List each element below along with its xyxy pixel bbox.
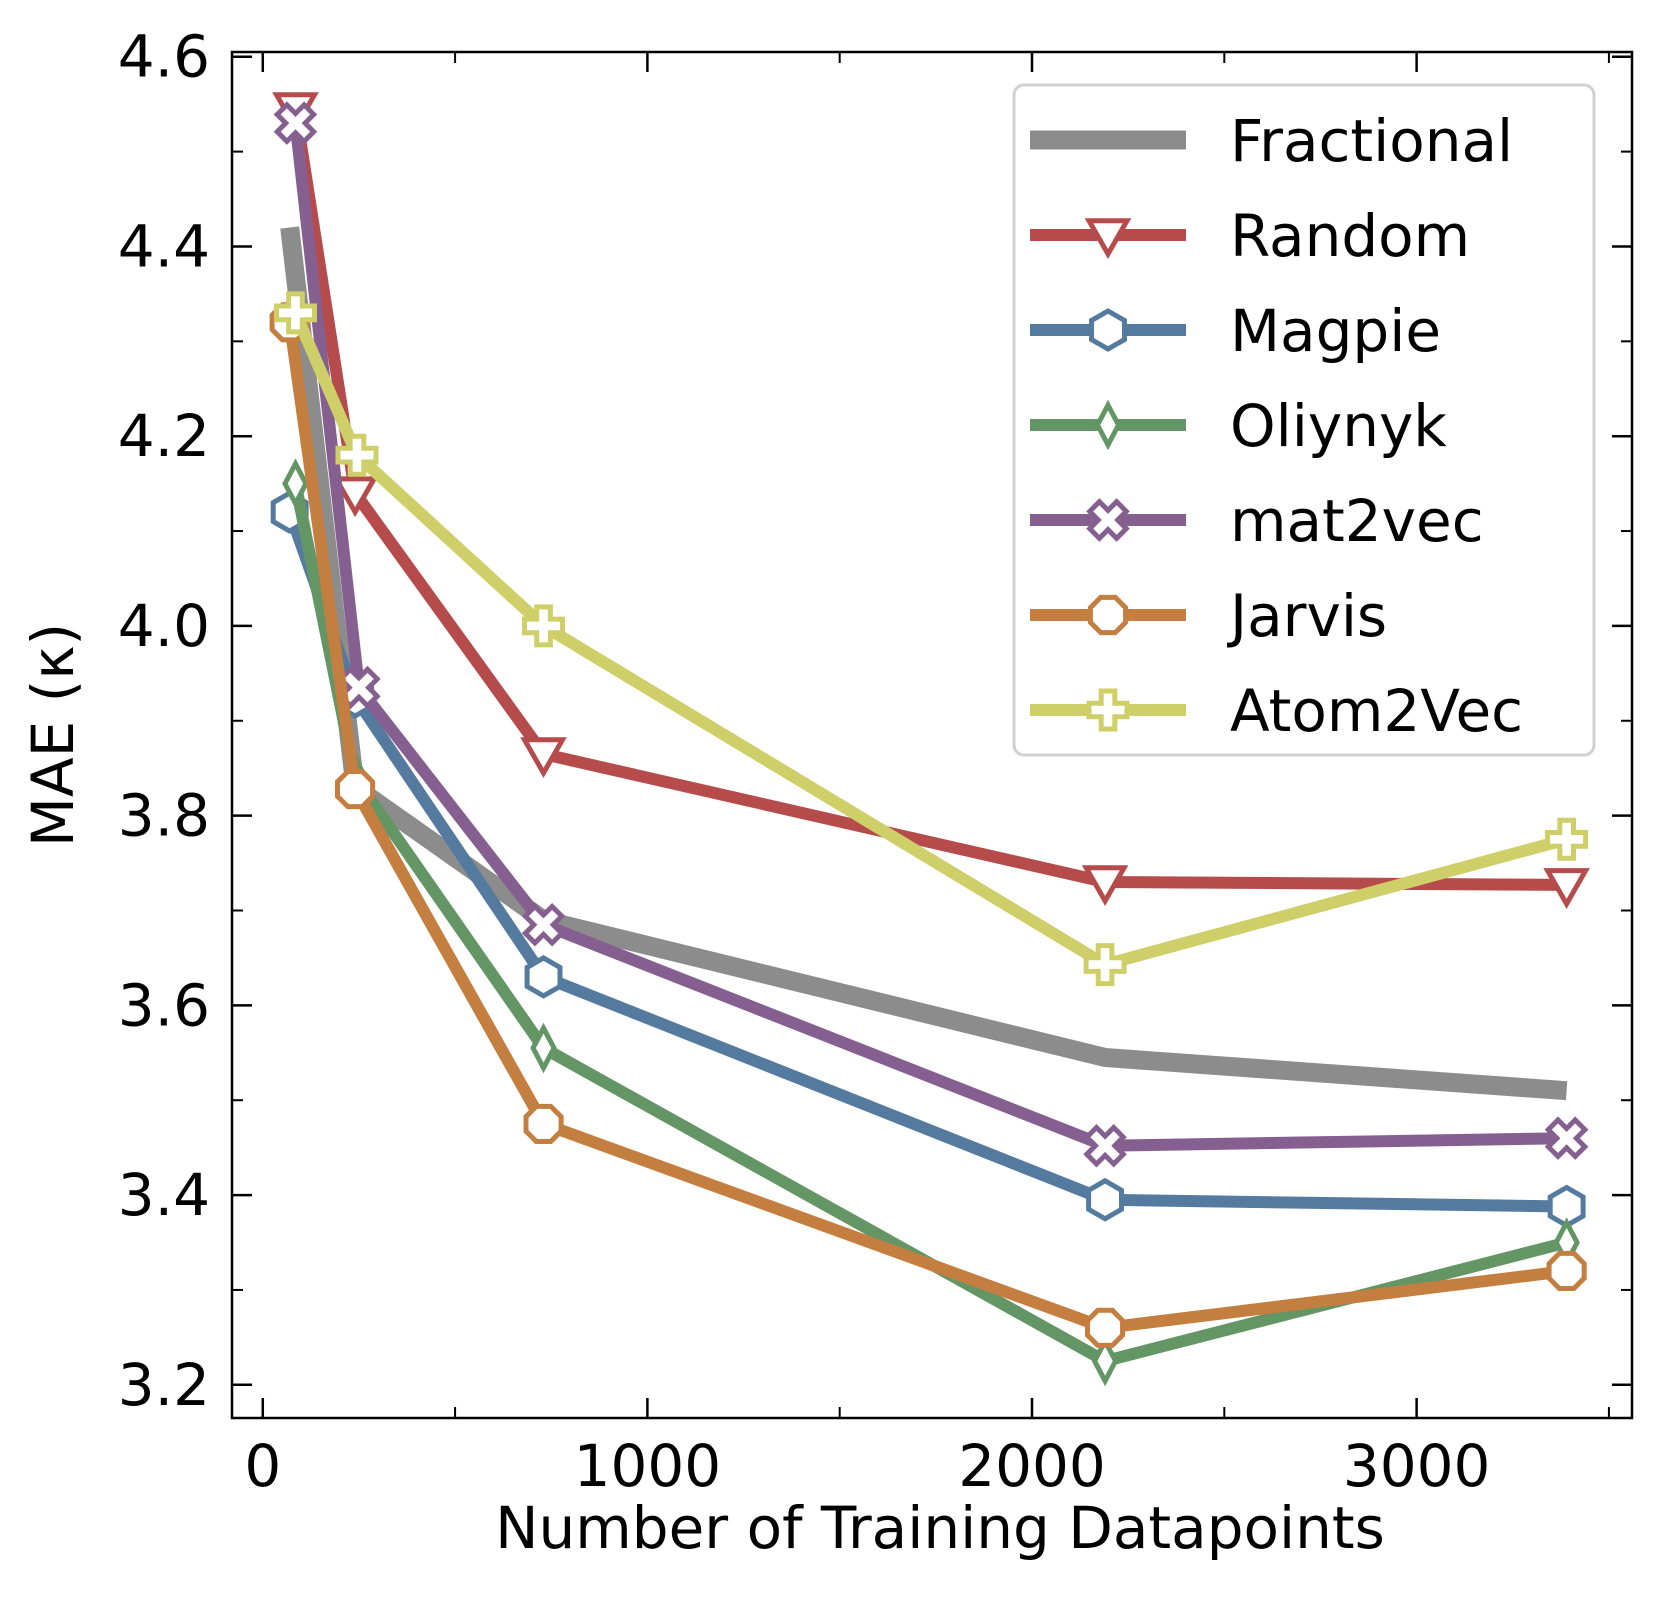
- legend-label-oliynyk: Oliynyk: [1230, 392, 1447, 460]
- legend-label-random: Random: [1230, 202, 1470, 270]
- legend-marker-atom2vec: [1086, 688, 1130, 732]
- series-jarvis: [269, 302, 1587, 1348]
- x-tick-label: 0: [244, 1432, 281, 1500]
- legend-entry-fractional: Fractional: [1030, 107, 1513, 175]
- data-point-atom2vec: [1545, 817, 1589, 861]
- data-point-mat2vec: [273, 101, 318, 145]
- series-mat2vec: [273, 101, 1589, 1168]
- legend-label-jarvis: Jarvis: [1227, 582, 1387, 650]
- axes: 0 1000 2000 3000 3.2 3.4 3.6 3.8 4.0 4.2 4.4 4.6: [118, 23, 1634, 1500]
- data-point-atom2vec: [335, 433, 379, 477]
- data-point-oliynyk: [1091, 1335, 1119, 1387]
- legend-entry-mat2vec: mat2vec: [1030, 487, 1484, 555]
- data-point-jarvis: [1546, 1250, 1587, 1291]
- data-point-magpie: [524, 955, 563, 999]
- legend-marker-mat2vec: [1086, 498, 1130, 542]
- y-tick-label: 4.4: [118, 212, 210, 280]
- data-point-mat2vec: [521, 902, 566, 947]
- legend-marker-magpie: [1089, 308, 1127, 352]
- data-point-mat2vec: [1083, 1123, 1127, 1168]
- legend-marker-oliynyk: [1094, 399, 1122, 451]
- legend-label-fractional: Fractional: [1230, 107, 1513, 175]
- legend-entry-atom2vec: Atom2Vec: [1030, 677, 1523, 745]
- data-point-random: [1081, 865, 1129, 907]
- x-tick-label: 3000: [1343, 1432, 1491, 1500]
- legend-box: [1012, 83, 1596, 757]
- y-tick-label: 4.0: [118, 592, 210, 660]
- y-axis-title: MAE (κ): [19, 623, 87, 847]
- data-point-jarvis: [523, 1103, 564, 1144]
- y-tick-label: 3.6: [118, 971, 210, 1039]
- data-point-oliynyk: [530, 1022, 557, 1074]
- data-point-jarvis: [1085, 1307, 1126, 1348]
- legend-entry-magpie: Magpie: [1030, 297, 1441, 365]
- data-point-oliynyk: [282, 458, 309, 509]
- y-tick-label: 4.6: [118, 23, 210, 91]
- y-tick-label: 3.8: [118, 782, 210, 850]
- legend-entry-random: Random: [1030, 202, 1470, 270]
- data-point-mat2vec: [337, 665, 381, 710]
- data-point-random: [520, 737, 567, 779]
- legend-entry-oliynyk: Oliynyk: [1030, 392, 1447, 460]
- legend-entry-jarvis: Jarvis: [1030, 582, 1387, 650]
- data-point-magpie: [1086, 1177, 1124, 1222]
- data-point-atom2vec: [522, 604, 565, 648]
- data-point-jarvis: [335, 769, 376, 810]
- data-point-atom2vec: [274, 291, 317, 335]
- x-tick-label: 2000: [958, 1432, 1106, 1500]
- legend-label-magpie: Magpie: [1230, 297, 1441, 365]
- plot-area: [269, 92, 1590, 1387]
- legend-marker-random: [1084, 218, 1132, 260]
- x-tick-label: 1000: [574, 1432, 722, 1500]
- series-atom2vec: [274, 291, 1589, 987]
- y-tick-label: 3.4: [118, 1161, 210, 1229]
- data-point-random: [1543, 868, 1590, 909]
- legend: Fractional Random Magpie Oliynyk mat2vec Jarv…: [1012, 83, 1596, 757]
- legend-marker-jarvis: [1087, 594, 1129, 636]
- data-point-mat2vec: [1544, 1116, 1589, 1160]
- x-axis-title: Number of Training Datapoints: [495, 1494, 1385, 1562]
- legend-label-mat2vec: mat2vec: [1230, 487, 1484, 555]
- data-point-atom2vec: [1083, 943, 1127, 987]
- plot-frame: [230, 50, 1634, 1420]
- legend-label-atom2vec: Atom2Vec: [1230, 677, 1523, 745]
- y-tick-label: 3.2: [118, 1351, 210, 1419]
- y-tick-label: 4.2: [118, 402, 210, 470]
- data-point-random: [331, 476, 379, 518]
